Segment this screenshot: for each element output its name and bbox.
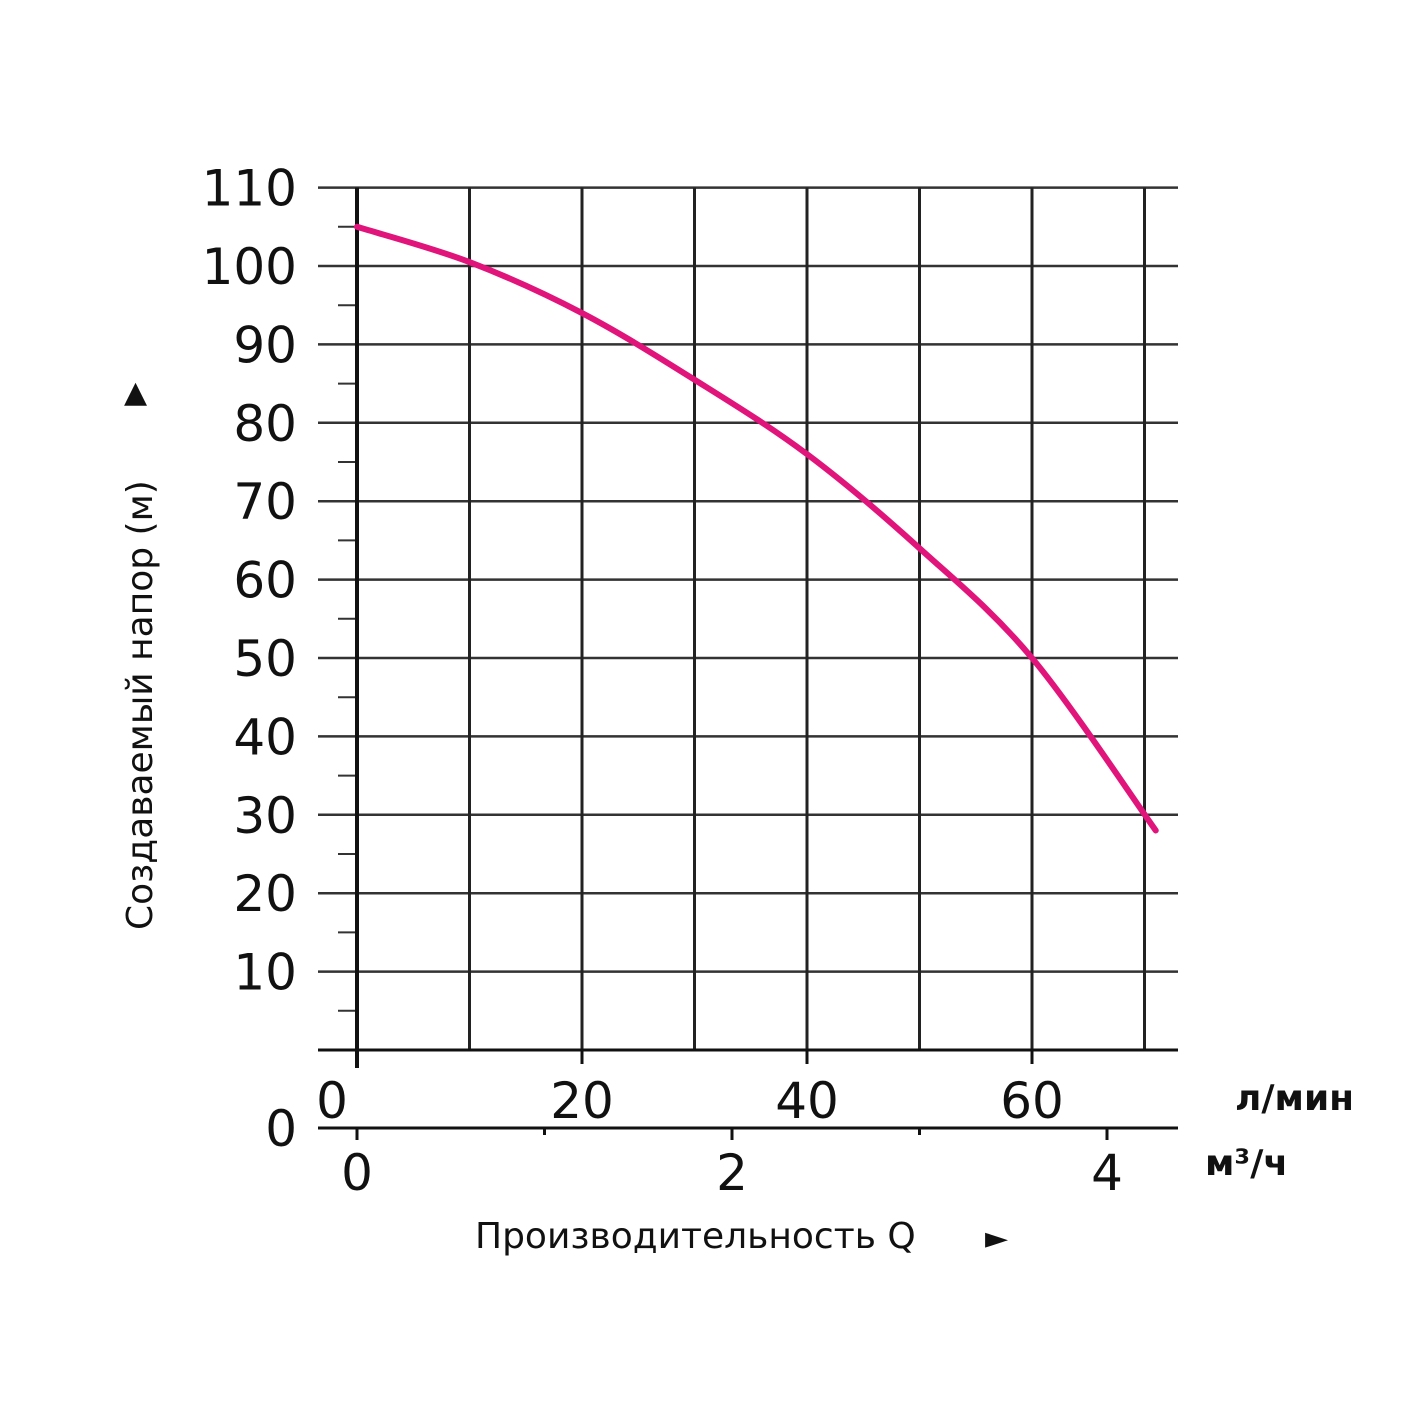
x-tick-label-primary: 40 <box>775 1072 839 1130</box>
y-tick-label: 60 <box>233 552 297 610</box>
x-unit-secondary: м³/ч <box>1205 1143 1288 1184</box>
y-tick-label: 50 <box>233 630 297 688</box>
y-tick-label: 40 <box>233 708 297 766</box>
series-group <box>354 223 1159 834</box>
x-axis-title: Производительность Q <box>475 1216 916 1257</box>
pump-curve-line <box>354 223 1159 834</box>
y-tick-label: 0 <box>265 1100 297 1158</box>
x-tick-label-primary: 20 <box>550 1072 614 1130</box>
y-tick-label: 100 <box>202 238 297 296</box>
y-tick-labels: 0 10 20 30 40 50 60 70 80 90 100 110 <box>202 160 297 1158</box>
y-axis-arrow-icon: ▲ <box>124 375 147 410</box>
x-tick-label-secondary: 4 <box>1091 1144 1123 1202</box>
y-tick-label: 90 <box>233 316 297 374</box>
x-tick-label-primary: 0 <box>316 1072 348 1130</box>
x-tick-label-secondary: 0 <box>341 1144 373 1202</box>
x-tick-labels-primary: 0 20 40 60 <box>316 1072 1064 1130</box>
x-tick-labels-secondary: 0 2 4 <box>341 1144 1123 1202</box>
y-axis-title: Создаваемый напор (м) <box>120 480 161 930</box>
x-unit-primary: л/мин <box>1235 1078 1354 1119</box>
y-tick-label: 70 <box>233 473 297 531</box>
y-tick-label: 20 <box>233 865 297 923</box>
grid <box>318 186 1178 1050</box>
y-tick-label: 110 <box>202 160 297 218</box>
axes <box>318 187 1178 1140</box>
y-tick-label: 30 <box>233 787 297 845</box>
x-axis-arrow-icon: ► <box>985 1221 1008 1256</box>
y-tick-label: 10 <box>233 944 297 1002</box>
x-tick-label-secondary: 2 <box>716 1144 748 1202</box>
y-tick-label: 80 <box>233 395 297 453</box>
x-tick-label-primary: 60 <box>1000 1072 1064 1130</box>
